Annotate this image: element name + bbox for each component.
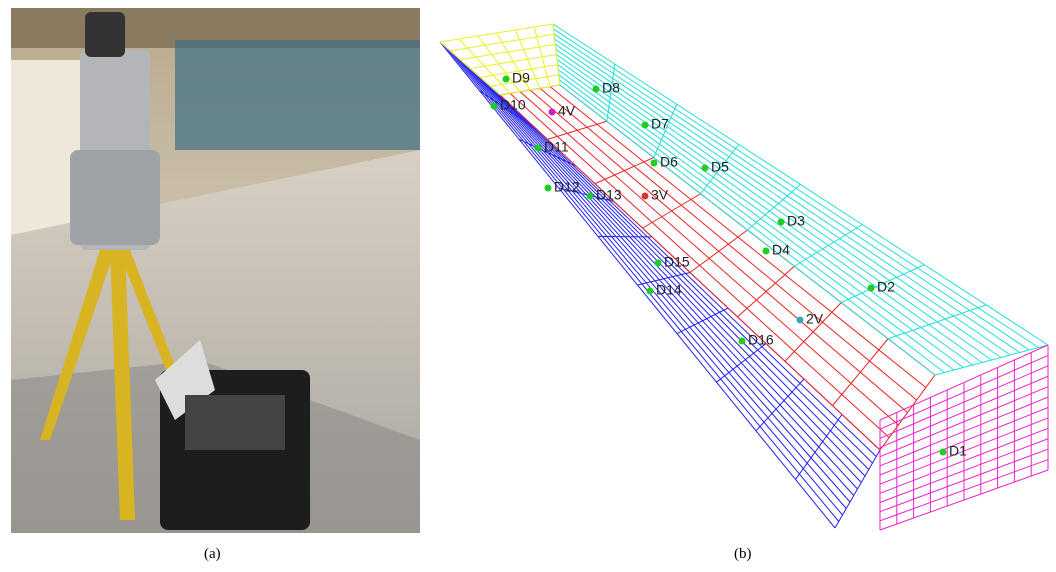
point-marker xyxy=(702,165,709,172)
point-marker xyxy=(655,260,662,267)
point-label: D7 xyxy=(651,116,669,132)
point-label: D10 xyxy=(500,97,526,113)
point-label: D6 xyxy=(660,154,678,170)
grid-line xyxy=(485,82,869,470)
figure-canvas: D9 D8 D10 4V D7 D11 D6 D5 D12 D13 3V D3 D4 D15 D2 D14 2V… xyxy=(0,0,1056,572)
point-marker xyxy=(647,288,654,295)
point-label: D4 xyxy=(772,242,790,258)
point-label: D14 xyxy=(656,282,682,298)
point-label: D3 xyxy=(787,213,805,229)
point-marker xyxy=(642,122,649,129)
grid-line xyxy=(530,90,908,413)
grid-line xyxy=(554,34,1029,350)
caption: (b) xyxy=(734,546,752,563)
grid-line xyxy=(559,80,944,373)
point-marker xyxy=(503,76,510,83)
point-label: D16 xyxy=(748,332,774,348)
grid-line xyxy=(555,39,1020,352)
point-label: D2 xyxy=(877,279,895,295)
grid-line xyxy=(558,70,963,368)
figure: D9 D8 D10 4V D7 D11 D6 D5 D12 D13 3V D3 D4 D15 D2 D14 2V… xyxy=(0,0,1056,572)
grid-line xyxy=(559,75,954,370)
point-label: D8 xyxy=(602,80,620,96)
grid-line xyxy=(500,85,560,95)
point-marker xyxy=(868,285,875,292)
point-label: 2V xyxy=(806,311,824,327)
grid-line xyxy=(450,51,843,515)
point-marker xyxy=(642,193,649,200)
point-label: D11 xyxy=(544,139,569,155)
point-label: 3V xyxy=(651,187,669,203)
point-marker xyxy=(535,145,542,152)
point-label: D12 xyxy=(554,179,580,195)
point-marker xyxy=(797,317,804,324)
point-marker xyxy=(545,185,552,192)
point-label: D9 xyxy=(512,70,530,86)
point-marker xyxy=(778,219,785,226)
caption: (a) xyxy=(204,546,221,563)
point-label: D15 xyxy=(664,254,690,270)
point-marker xyxy=(763,248,770,255)
photo xyxy=(11,8,420,533)
grid-line xyxy=(475,73,861,483)
grid-line xyxy=(555,44,1010,355)
point-marker xyxy=(651,160,658,167)
grid-line xyxy=(440,42,835,528)
point-marker xyxy=(739,338,746,345)
point-marker xyxy=(587,193,594,200)
grid-line xyxy=(540,88,917,400)
grid-line xyxy=(550,87,926,388)
grid-line xyxy=(445,46,839,521)
grid-line xyxy=(557,55,992,361)
grid-line xyxy=(553,24,1048,345)
point-marker xyxy=(593,86,600,93)
point-label: D5 xyxy=(711,159,729,175)
grid-line xyxy=(520,92,898,425)
point-label: D1 xyxy=(949,443,967,459)
grid-line xyxy=(556,49,1001,357)
point-marker xyxy=(940,449,947,456)
point-marker xyxy=(491,103,498,110)
point-label: 4V xyxy=(558,103,576,119)
point-marker xyxy=(549,109,556,116)
point-label: D13 xyxy=(596,187,622,203)
